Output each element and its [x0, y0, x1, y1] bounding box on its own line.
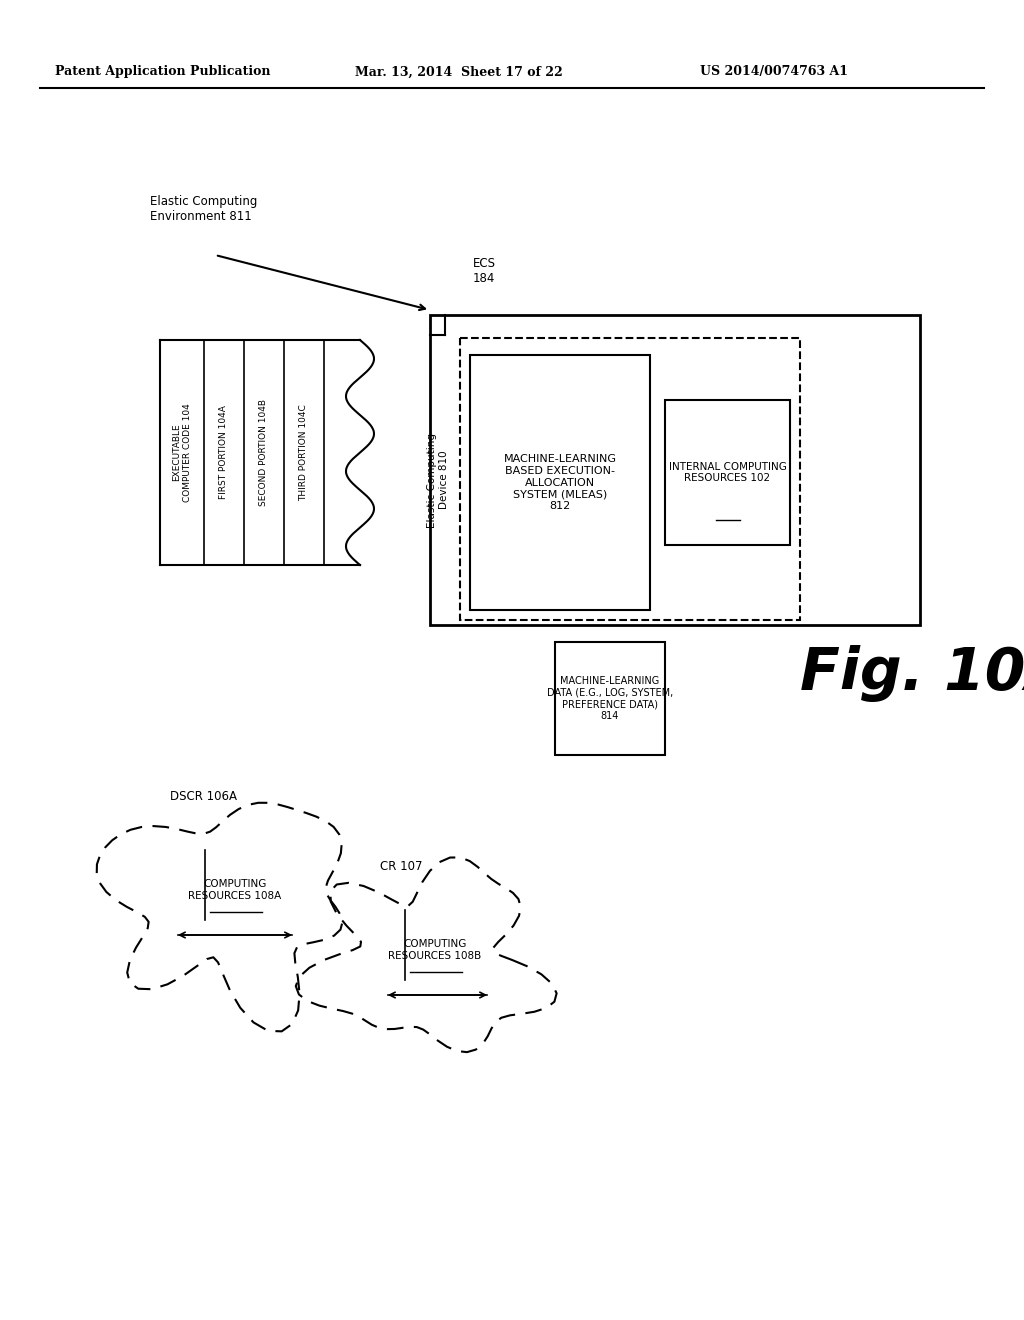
- Text: COMPUTING
RESOURCES 108A: COMPUTING RESOURCES 108A: [188, 879, 282, 900]
- Bar: [460, 338, 800, 620]
- Text: Fig. 10A: Fig. 10A: [800, 645, 1024, 702]
- Text: FIRST PORTION 104A: FIRST PORTION 104A: [219, 405, 228, 499]
- Text: COMPUTING
RESOURCES 108B: COMPUTING RESOURCES 108B: [388, 940, 481, 961]
- Text: DSCR 106A: DSCR 106A: [170, 789, 237, 803]
- Text: Mar. 13, 2014  Sheet 17 of 22: Mar. 13, 2014 Sheet 17 of 22: [355, 66, 563, 78]
- Text: CR 107: CR 107: [380, 861, 423, 873]
- Bar: [470, 355, 650, 610]
- Text: ECS
184: ECS 184: [473, 257, 496, 285]
- Text: SECOND PORTION 104B: SECOND PORTION 104B: [259, 399, 268, 506]
- Text: Elastic Computing
Environment 811: Elastic Computing Environment 811: [150, 195, 257, 223]
- Text: Elastic Computing
Device 810: Elastic Computing Device 810: [427, 433, 449, 528]
- Bar: [665, 400, 790, 545]
- Text: US 2014/0074763 A1: US 2014/0074763 A1: [700, 66, 848, 78]
- Bar: [555, 642, 665, 755]
- Text: MACHINE-LEARNING
DATA (E.G., LOG, SYSTEM,
PREFERENCE DATA)
814: MACHINE-LEARNING DATA (E.G., LOG, SYSTEM…: [547, 676, 673, 721]
- Text: EXECUTABLE
COMPUTER CODE 104: EXECUTABLE COMPUTER CODE 104: [172, 403, 191, 502]
- Text: THIRD PORTION 104C: THIRD PORTION 104C: [299, 404, 308, 500]
- Text: Patent Application Publication: Patent Application Publication: [55, 66, 270, 78]
- Text: INTERNAL COMPUTING
RESOURCES 102: INTERNAL COMPUTING RESOURCES 102: [669, 462, 786, 483]
- Bar: [430, 315, 920, 624]
- Text: MACHINE-LEARNING
BASED EXECUTION-
ALLOCATION
SYSTEM (MLEAS)
812: MACHINE-LEARNING BASED EXECUTION- ALLOCA…: [504, 454, 616, 511]
